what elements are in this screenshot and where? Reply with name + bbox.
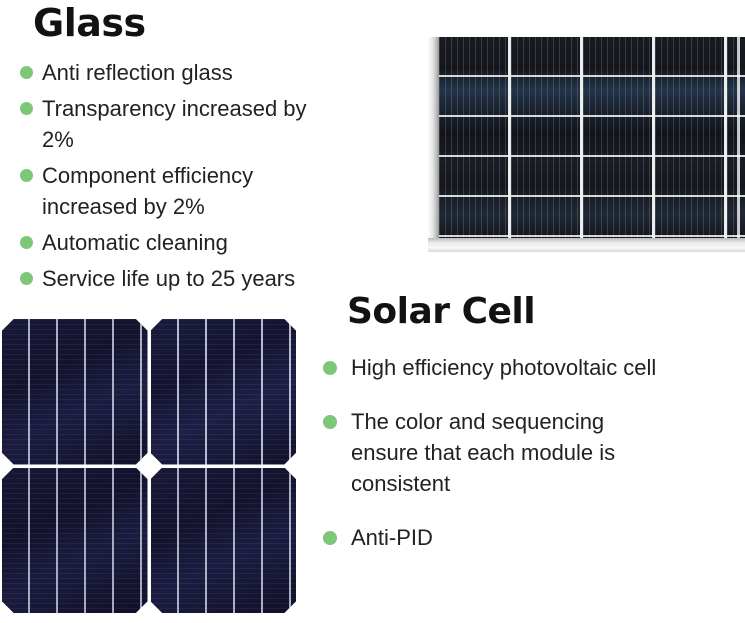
solar-panel-module-image — [428, 30, 745, 262]
solar-cell-section-title: Solar Cell — [347, 291, 536, 332]
bullet-dot-icon — [20, 236, 33, 249]
solar-cell-tile — [150, 467, 296, 613]
panel-frame-bottom — [428, 238, 745, 252]
glass-feature-item: Component efficiency increased by 2% — [20, 160, 342, 222]
glass-feature-item: Transparency increased by 2% — [20, 93, 342, 155]
solar-cell-feature-list: High efficiency photovoltaic cell The co… — [323, 352, 675, 576]
solar-cell-feature-item: Anti-PID — [323, 522, 675, 553]
solar-cell-feature-item: High efficiency photovoltaic cell — [323, 352, 675, 383]
bullet-dot-icon — [20, 102, 33, 115]
panel-frame-left — [428, 37, 439, 240]
panel-cell-grid — [439, 37, 745, 238]
solar-cell-tile — [2, 319, 148, 465]
glass-feature-item: Anti reflection glass — [20, 57, 342, 88]
solar-cell-tile — [2, 467, 148, 613]
solar-cell-tile — [150, 319, 296, 465]
glass-feature-text: Automatic cleaning — [42, 230, 228, 255]
glass-feature-list: Anti reflection glass Transparency incre… — [20, 57, 342, 299]
solar-cells-closeup-image — [2, 319, 296, 613]
panel-glare-highlight — [737, 37, 740, 238]
bullet-dot-icon — [20, 169, 33, 182]
glass-section-title: Glass — [33, 1, 146, 45]
glass-feature-text: Anti reflection glass — [42, 60, 233, 85]
glass-feature-item: Service life up to 25 years — [20, 263, 342, 294]
bullet-dot-icon — [323, 415, 337, 429]
solar-cell-feature-item: The color and sequencing ensure that eac… — [323, 406, 675, 499]
glass-feature-item: Automatic cleaning — [20, 227, 342, 258]
solar-cell-feature-text: Anti-PID — [351, 525, 433, 550]
bullet-dot-icon — [20, 272, 33, 285]
bullet-dot-icon — [323, 531, 337, 545]
solar-cell-feature-text: The color and sequencing ensure that eac… — [351, 409, 616, 496]
solar-cell-feature-text: High efficiency photovoltaic cell — [351, 355, 657, 380]
glass-feature-text: Component efficiency increased by 2% — [42, 163, 254, 219]
glass-feature-text: Service life up to 25 years — [42, 266, 296, 291]
glass-feature-text: Transparency increased by 2% — [42, 96, 307, 152]
bullet-dot-icon — [20, 66, 33, 79]
bullet-dot-icon — [323, 361, 337, 375]
